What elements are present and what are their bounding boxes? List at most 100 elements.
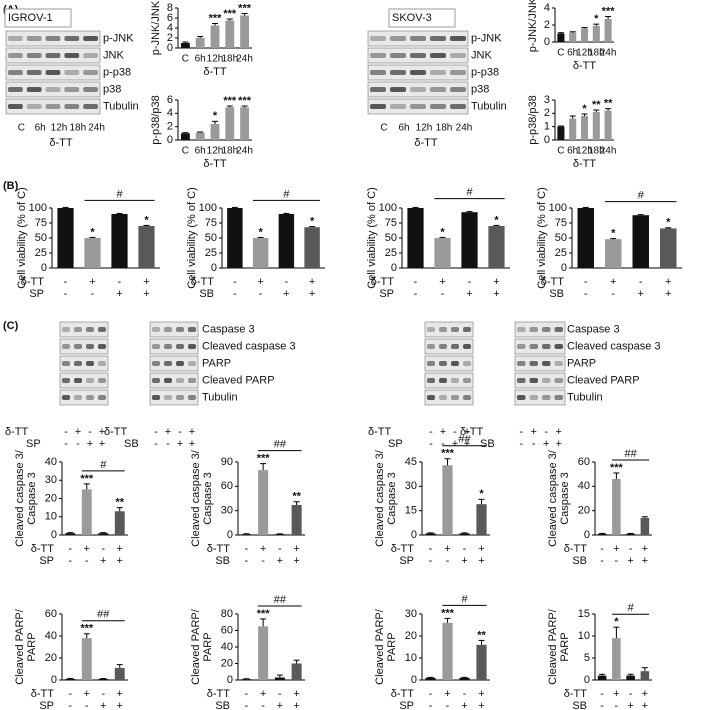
blot-band [64,87,80,92]
row-value: - [629,688,633,700]
y-label: Cell viability (% of C) [366,187,378,288]
blot-band [517,344,526,349]
blot-band [45,70,61,75]
blot-band [152,378,160,383]
blot-band [45,87,61,92]
y-tick-label: 60 [578,456,590,468]
y-label: Caspase 3 [559,472,571,525]
row-value: + [309,288,315,300]
bar [407,208,424,268]
y-tick-label: 0 [227,529,233,541]
blot-band [370,87,386,92]
bar [291,504,302,535]
blot-band [98,327,106,332]
bar [258,470,269,535]
blot-band [176,361,184,366]
row-value: - [544,426,548,438]
blot-band [62,344,70,349]
row-label: δ-TT [564,543,588,555]
bar [592,25,600,42]
x-tick-label: 12h [576,48,593,59]
y-tick-label: 20 [45,652,57,664]
significance: *** [209,12,223,24]
significance: * [258,226,263,238]
row-value: - [414,288,418,300]
blot-band [529,361,538,366]
row-value: + [478,688,484,700]
blot-strip [59,338,109,355]
x-label: δ-TT [203,66,227,78]
row-label: δ-TT [391,543,415,555]
lane-label: 12h [51,123,68,134]
x-tick-label: C [557,48,564,59]
blot-band [370,104,386,109]
row-value: + [461,555,467,567]
row-value: + [117,555,123,567]
panel-label: (B) [3,180,19,192]
significance: * [310,216,315,228]
y-tick-label: 75 [555,217,567,229]
blot-band [554,344,563,349]
row-label: SP [379,288,394,300]
row-value: - [76,438,80,450]
row-value: - [446,555,450,567]
significance: * [611,228,616,240]
row-value: + [75,426,81,438]
row-value: + [100,555,106,567]
y-tick-label: 20 [405,630,417,642]
blot-band [164,378,172,383]
blot-band [450,53,466,58]
band-label: p38 [103,83,121,95]
bar [612,479,621,535]
bar [434,238,451,268]
row-value: + [642,555,648,567]
y-tick-label: 30 [45,474,57,486]
blot-band [542,361,551,366]
y-tick-label: 8 [167,2,173,14]
blot-band [390,70,406,75]
significance: * [440,226,445,238]
row-value: + [610,276,616,288]
y-tick-label: 3 [544,94,550,106]
row-value: - [414,276,418,288]
blot-strip [424,338,474,355]
x-tick-label: 6h [567,48,578,59]
y-tick-label: 75 [35,217,47,229]
row-value: + [189,438,195,450]
row-value: - [429,543,433,555]
row-value: - [68,543,72,555]
row-value: - [261,555,265,567]
blot-strip [514,355,566,372]
row-value: + [293,543,299,555]
y-tick-label: 25 [205,247,217,259]
bar [577,208,594,268]
panel-label: (C) [3,320,19,332]
row-value: - [154,426,158,438]
row-label: δ-TT [31,543,55,555]
blot-band [74,344,82,349]
row-value: - [600,543,604,555]
row-value: - [463,688,467,700]
y-tick-label: 50 [35,232,47,244]
y-tick-label: 0 [411,674,417,686]
row-value: - [233,288,237,300]
row-value: + [99,426,105,438]
blot-strip [514,321,566,338]
row-value: + [143,276,149,288]
x-tick-label: 24h [236,146,253,157]
row-value: + [165,426,171,438]
row-value: + [493,288,499,300]
row-value: + [99,438,105,450]
bar [580,116,589,140]
y-tick-label: 25 [35,247,47,259]
significance: ** [292,491,301,503]
y-tick-label: 0 [51,674,57,686]
y-label: p-p38/p38 [527,95,539,145]
bar [605,239,622,268]
blot-band [64,53,80,58]
blot-strip [514,338,566,355]
blot-band [410,104,426,109]
blot-band [427,395,435,400]
blot-band [86,395,94,400]
y-label: Cleaved PARP/ [374,608,386,685]
